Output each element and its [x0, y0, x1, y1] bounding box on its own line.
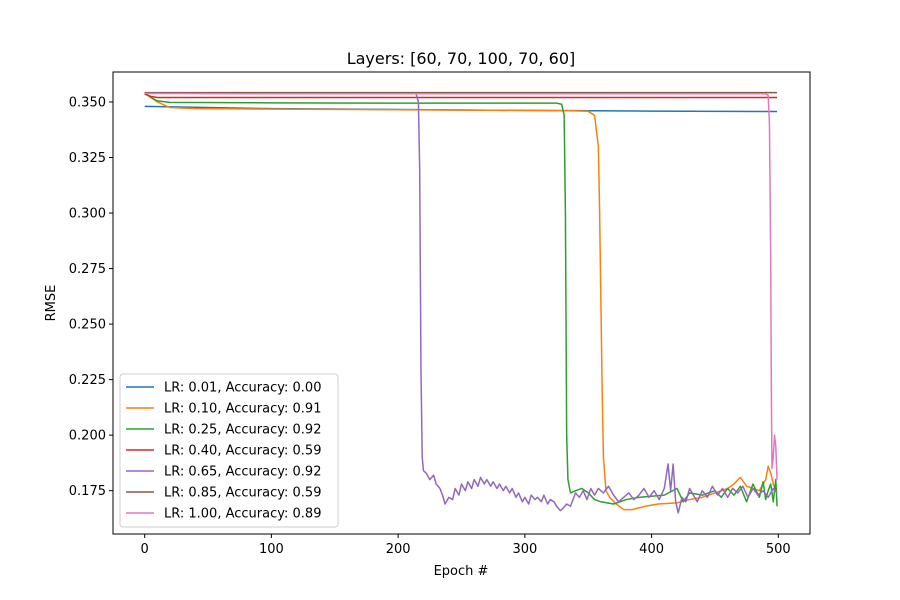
y-axis-label: RMSE	[44, 285, 59, 322]
legend: LR: 0.01, Accuracy: 0.00 LR: 0.10, Accura…	[119, 373, 339, 528]
series-line-4	[144, 92, 778, 514]
y-tick-label: 0.300	[69, 207, 106, 222]
legend-entry-6: LR: 1.00, Accuracy: 0.89	[164, 507, 321, 522]
y-axis: 0.175 0.200 0.225 0.250 0.275 0.300 0.325 0.350	[69, 95, 113, 499]
x-tick-label: 200	[386, 542, 411, 557]
legend-entry-3: LR: 0.40, Accuracy: 0.59	[164, 444, 321, 459]
legend-box	[119, 373, 339, 528]
series-line-6	[144, 92, 778, 480]
series-lines	[144, 91, 778, 514]
series-line-3	[144, 93, 778, 99]
legend-entry-4: LR: 0.65, Accuracy: 0.92	[164, 465, 321, 480]
y-tick-label: 0.175	[69, 484, 106, 499]
y-tick-label: 0.250	[69, 318, 106, 333]
legend-entry-1: LR: 0.10, Accuracy: 0.91	[164, 402, 321, 417]
legend-entry-0: LR: 0.01, Accuracy: 0.00	[164, 381, 321, 396]
y-tick-label: 0.350	[69, 95, 106, 110]
y-tick-label: 0.200	[69, 429, 106, 444]
series-line-2	[144, 92, 778, 507]
chart-title: Layers: [60, 70, 100, 70, 60]	[347, 49, 576, 68]
y-tick-label: 0.325	[69, 151, 106, 166]
x-axis-label: Epoch #	[434, 564, 489, 579]
x-tick-label: 300	[512, 542, 537, 557]
legend-entry-5: LR: 0.85, Accuracy: 0.59	[164, 486, 321, 501]
plot-area-frame	[112, 71, 811, 535]
x-tick-label: 0	[141, 542, 149, 557]
y-tick-label: 0.225	[69, 373, 106, 388]
x-tick-label: 400	[639, 542, 664, 557]
x-tick-label: 500	[766, 542, 791, 557]
x-tick-label: 100	[259, 542, 284, 557]
x-axis: 0 100 200 300 400 500	[141, 534, 791, 557]
y-tick-label: 0.275	[69, 262, 106, 277]
legend-entry-2: LR: 0.25, Accuracy: 0.92	[164, 423, 321, 438]
